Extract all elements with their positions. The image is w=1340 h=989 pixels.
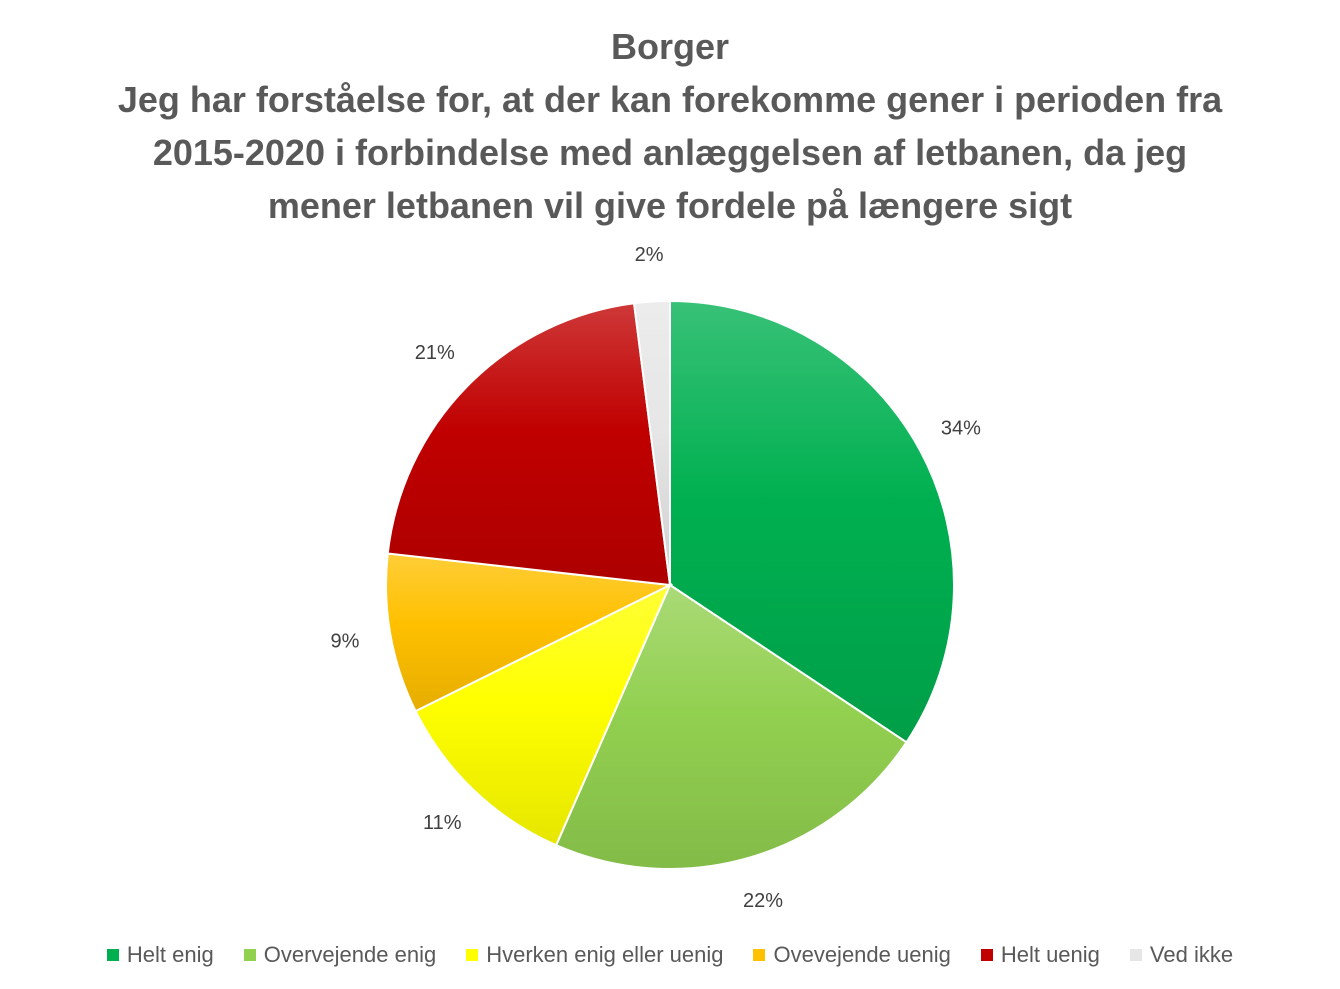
legend-label: Helt enig (126, 942, 214, 967)
pie-slice (385, 552, 674, 713)
legend-swatch (243, 949, 256, 961)
pie-slice (554, 583, 908, 870)
legend-item: Helt enig (106, 942, 214, 968)
legend-swatch (466, 949, 479, 961)
pie-data-label: 2% (635, 244, 664, 266)
legend-label: Overvejende enig (263, 942, 437, 967)
legend-item: Helt uenig (980, 942, 1100, 968)
legend-swatch (106, 949, 119, 961)
legend-label: Ovevejende uenig (773, 942, 951, 967)
pie-data-label: 22% (743, 890, 783, 912)
legend-swatch (980, 949, 993, 961)
pie-plot-area: 34% 22% 11% 9% 21% 2% (331, 244, 982, 912)
chart-title-line: 2015-2020 i forbindelse med anlæggelsen … (152, 132, 1188, 173)
chart-legend: Helt enig Overvejende enig Hverken enig el… (0, 939, 1340, 971)
legend-label: Helt uenig (1000, 942, 1100, 967)
pie-data-label: 34% (941, 417, 981, 439)
pie-slices (385, 299, 955, 870)
legend-item: Ovevejende uenig (753, 942, 951, 968)
pie-data-labels: 34% 22% 11% 9% 21% 2% (331, 244, 982, 912)
chart-title: Borger Jeg har forståelse for, at der ka… (40, 20, 1300, 232)
chart-title-line: Jeg har forståelse for, at der kan forek… (117, 79, 1223, 120)
chart-title-line: Borger (610, 26, 730, 67)
legend-item: Overvejende enig (243, 942, 437, 968)
chart-title-line: mener letbanen vil give fordele på længe… (267, 185, 1073, 226)
pie-slice (414, 582, 673, 847)
pie-slice (386, 302, 672, 587)
legend-swatch (753, 949, 766, 961)
pie-data-label: 21% (415, 342, 455, 364)
legend-item: Hverken enig eller uenig (466, 942, 723, 968)
pie-data-label: 9% (331, 631, 360, 653)
legend-label: Hverken enig eller uenig (486, 942, 724, 967)
legend-item: Ved ikke (1129, 942, 1234, 968)
legend-label: Ved ikke (1149, 942, 1234, 967)
pie-slice (632, 299, 671, 586)
pie-data-label: 11% (423, 812, 462, 834)
legend-swatch (1129, 949, 1142, 961)
